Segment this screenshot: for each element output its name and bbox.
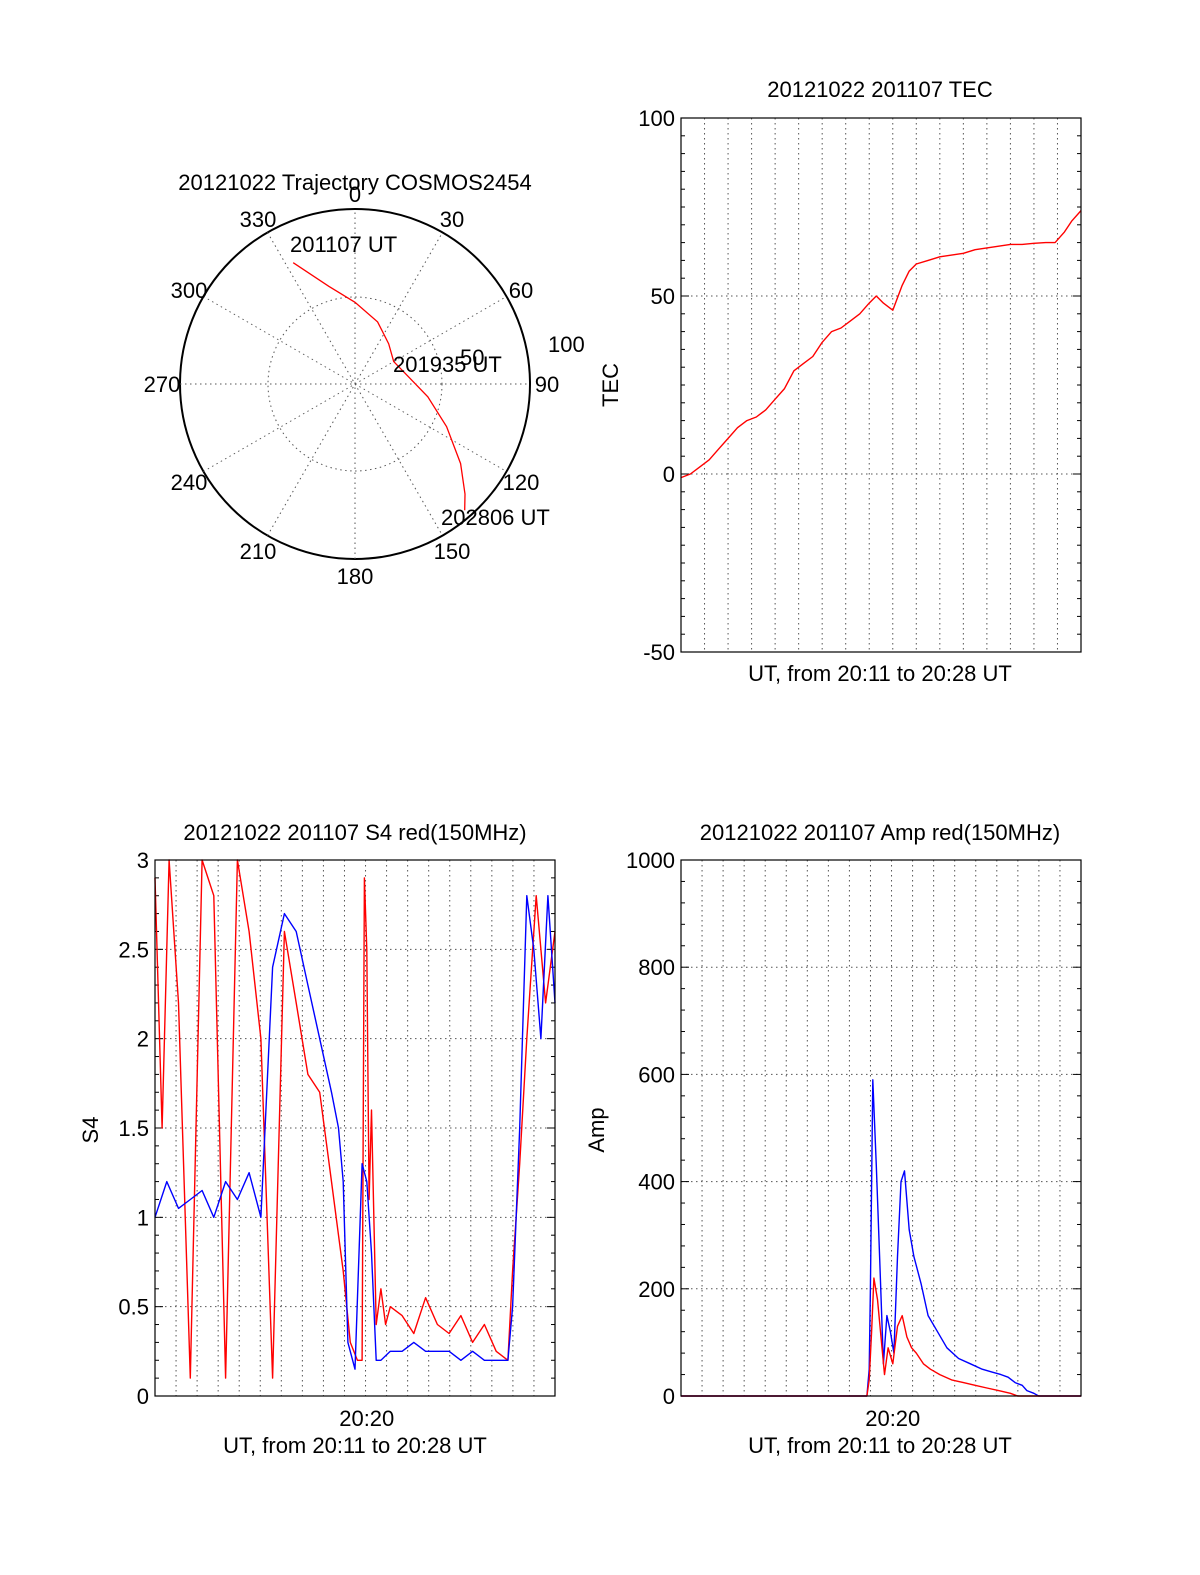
polar-azimuth-label: 120	[503, 470, 540, 495]
x-tick-label: 20:20	[339, 1406, 394, 1431]
amp-frame	[680, 859, 1082, 1397]
y-tick-label: 1	[137, 1205, 149, 1230]
tec-ylabel: TEC	[598, 363, 623, 407]
y-tick-label: 3	[137, 848, 149, 873]
amp-title: 20121022 201107 Amp red(150MHz)	[700, 820, 1060, 845]
polar-inner-circle	[267, 296, 443, 472]
polar-azimuth-label: 60	[509, 278, 533, 303]
y-tick-label: 400	[638, 1170, 675, 1195]
s4-ylabel: S4	[78, 1117, 103, 1144]
series-line	[681, 1277, 1081, 1397]
y-tick-label: 800	[638, 955, 675, 980]
tec-chart: 20121022 201107 TEC 100 50 0 -50 UT, from 2…	[598, 77, 1082, 686]
y-tick-label: 0.5	[118, 1295, 149, 1320]
trajectory-line	[292, 262, 466, 511]
polar-azimuth-label: 270	[144, 372, 181, 397]
amp-series	[681, 1079, 1081, 1397]
polar-azimuth-label: 30	[440, 207, 464, 232]
s4-chart: 20121022 201107 S4 red(150MHz) 3 2.5 2 1.5 1…	[78, 820, 556, 1458]
polar-azimuth-label: 180	[337, 564, 374, 589]
series-line	[154, 859, 556, 1379]
y-tick-label: 2	[137, 1027, 149, 1052]
y-tick-label: 200	[638, 1277, 675, 1302]
amp-ylabel: Amp	[584, 1107, 609, 1152]
s4-frame	[154, 859, 556, 1397]
y-tick-label: 1.5	[118, 1116, 149, 1141]
tec-series	[680, 210, 1082, 479]
trajectory-title: 20121022 Trajectory COSMOS2454	[178, 170, 531, 195]
tec-title: 20121022 201107 TEC	[767, 77, 993, 102]
y-tick-label: 0	[663, 462, 675, 487]
polar-azimuth-label: 150	[434, 539, 471, 564]
polar-radial-label-100: 100	[548, 332, 585, 357]
trajectory-annotation-start: 201107 UT	[290, 232, 397, 257]
polar-azimuth-label: 210	[240, 539, 277, 564]
tec-y-tick-labels: 100 50 0 -50	[638, 106, 675, 665]
amp-chart: 20121022 201107 Amp red(150MHz) 1000 800 6…	[584, 820, 1082, 1458]
x-tick-label: 20:20	[865, 1406, 920, 1431]
polar-azimuth-label: 300	[171, 278, 208, 303]
tec-xlabel: UT, from 20:11 to 20:28 UT	[748, 661, 1012, 686]
s4-grid	[155, 859, 555, 1397]
y-tick-label: 2.5	[118, 937, 149, 962]
tec-grid	[681, 117, 1081, 653]
trajectory-polar-chart: 20121022 Trajectory COSMOS2454 0 30 60 90 12…	[144, 170, 585, 589]
polar-azimuth-label: 240	[171, 470, 208, 495]
y-tick-label: 1000	[626, 848, 675, 873]
polar-azimuth-label: 0	[349, 182, 361, 207]
s4-xlabel: UT, from 20:11 to 20:28 UT	[223, 1433, 487, 1458]
polar-azimuth-labels: 0 30 60 90 120 150 180 210 240 270 300 330	[144, 182, 560, 589]
s4-y-tick-labels: 3 2.5 2 1.5 1 0.5 0	[118, 848, 149, 1409]
s4-title: 20121022 201107 S4 red(150MHz)	[183, 820, 526, 845]
y-tick-label: 600	[638, 1062, 675, 1087]
y-tick-label: 0	[663, 1384, 675, 1409]
y-tick-label: 0	[137, 1384, 149, 1409]
trajectory-annotation-end: 202806 UT	[441, 505, 550, 530]
polar-spokes	[180, 209, 530, 559]
amp-y-tick-labels: 1000 800 600 400 200 0	[626, 848, 675, 1409]
series-line	[154, 895, 556, 1370]
series-line	[681, 1079, 1081, 1397]
series-line	[680, 210, 1082, 479]
polar-azimuth-label: 90	[535, 372, 559, 397]
tec-frame	[680, 117, 1082, 653]
trajectory-annotation-mid: 201935 UT	[393, 352, 502, 377]
polar-spoke	[267, 232, 443, 536]
trajectory-series	[292, 262, 466, 511]
polar-radial-label-50: 50	[460, 345, 484, 370]
polar-azimuth-label: 330	[240, 207, 277, 232]
s4-x-tick-labels: 20:20	[339, 1406, 394, 1431]
y-tick-label: -50	[643, 640, 675, 665]
s4-series	[154, 859, 556, 1379]
amp-x-tick-labels: 20:20	[865, 1406, 920, 1431]
amp-xlabel: UT, from 20:11 to 20:28 UT	[748, 1433, 1012, 1458]
y-tick-label: 100	[638, 106, 675, 131]
y-tick-label: 50	[651, 284, 675, 309]
